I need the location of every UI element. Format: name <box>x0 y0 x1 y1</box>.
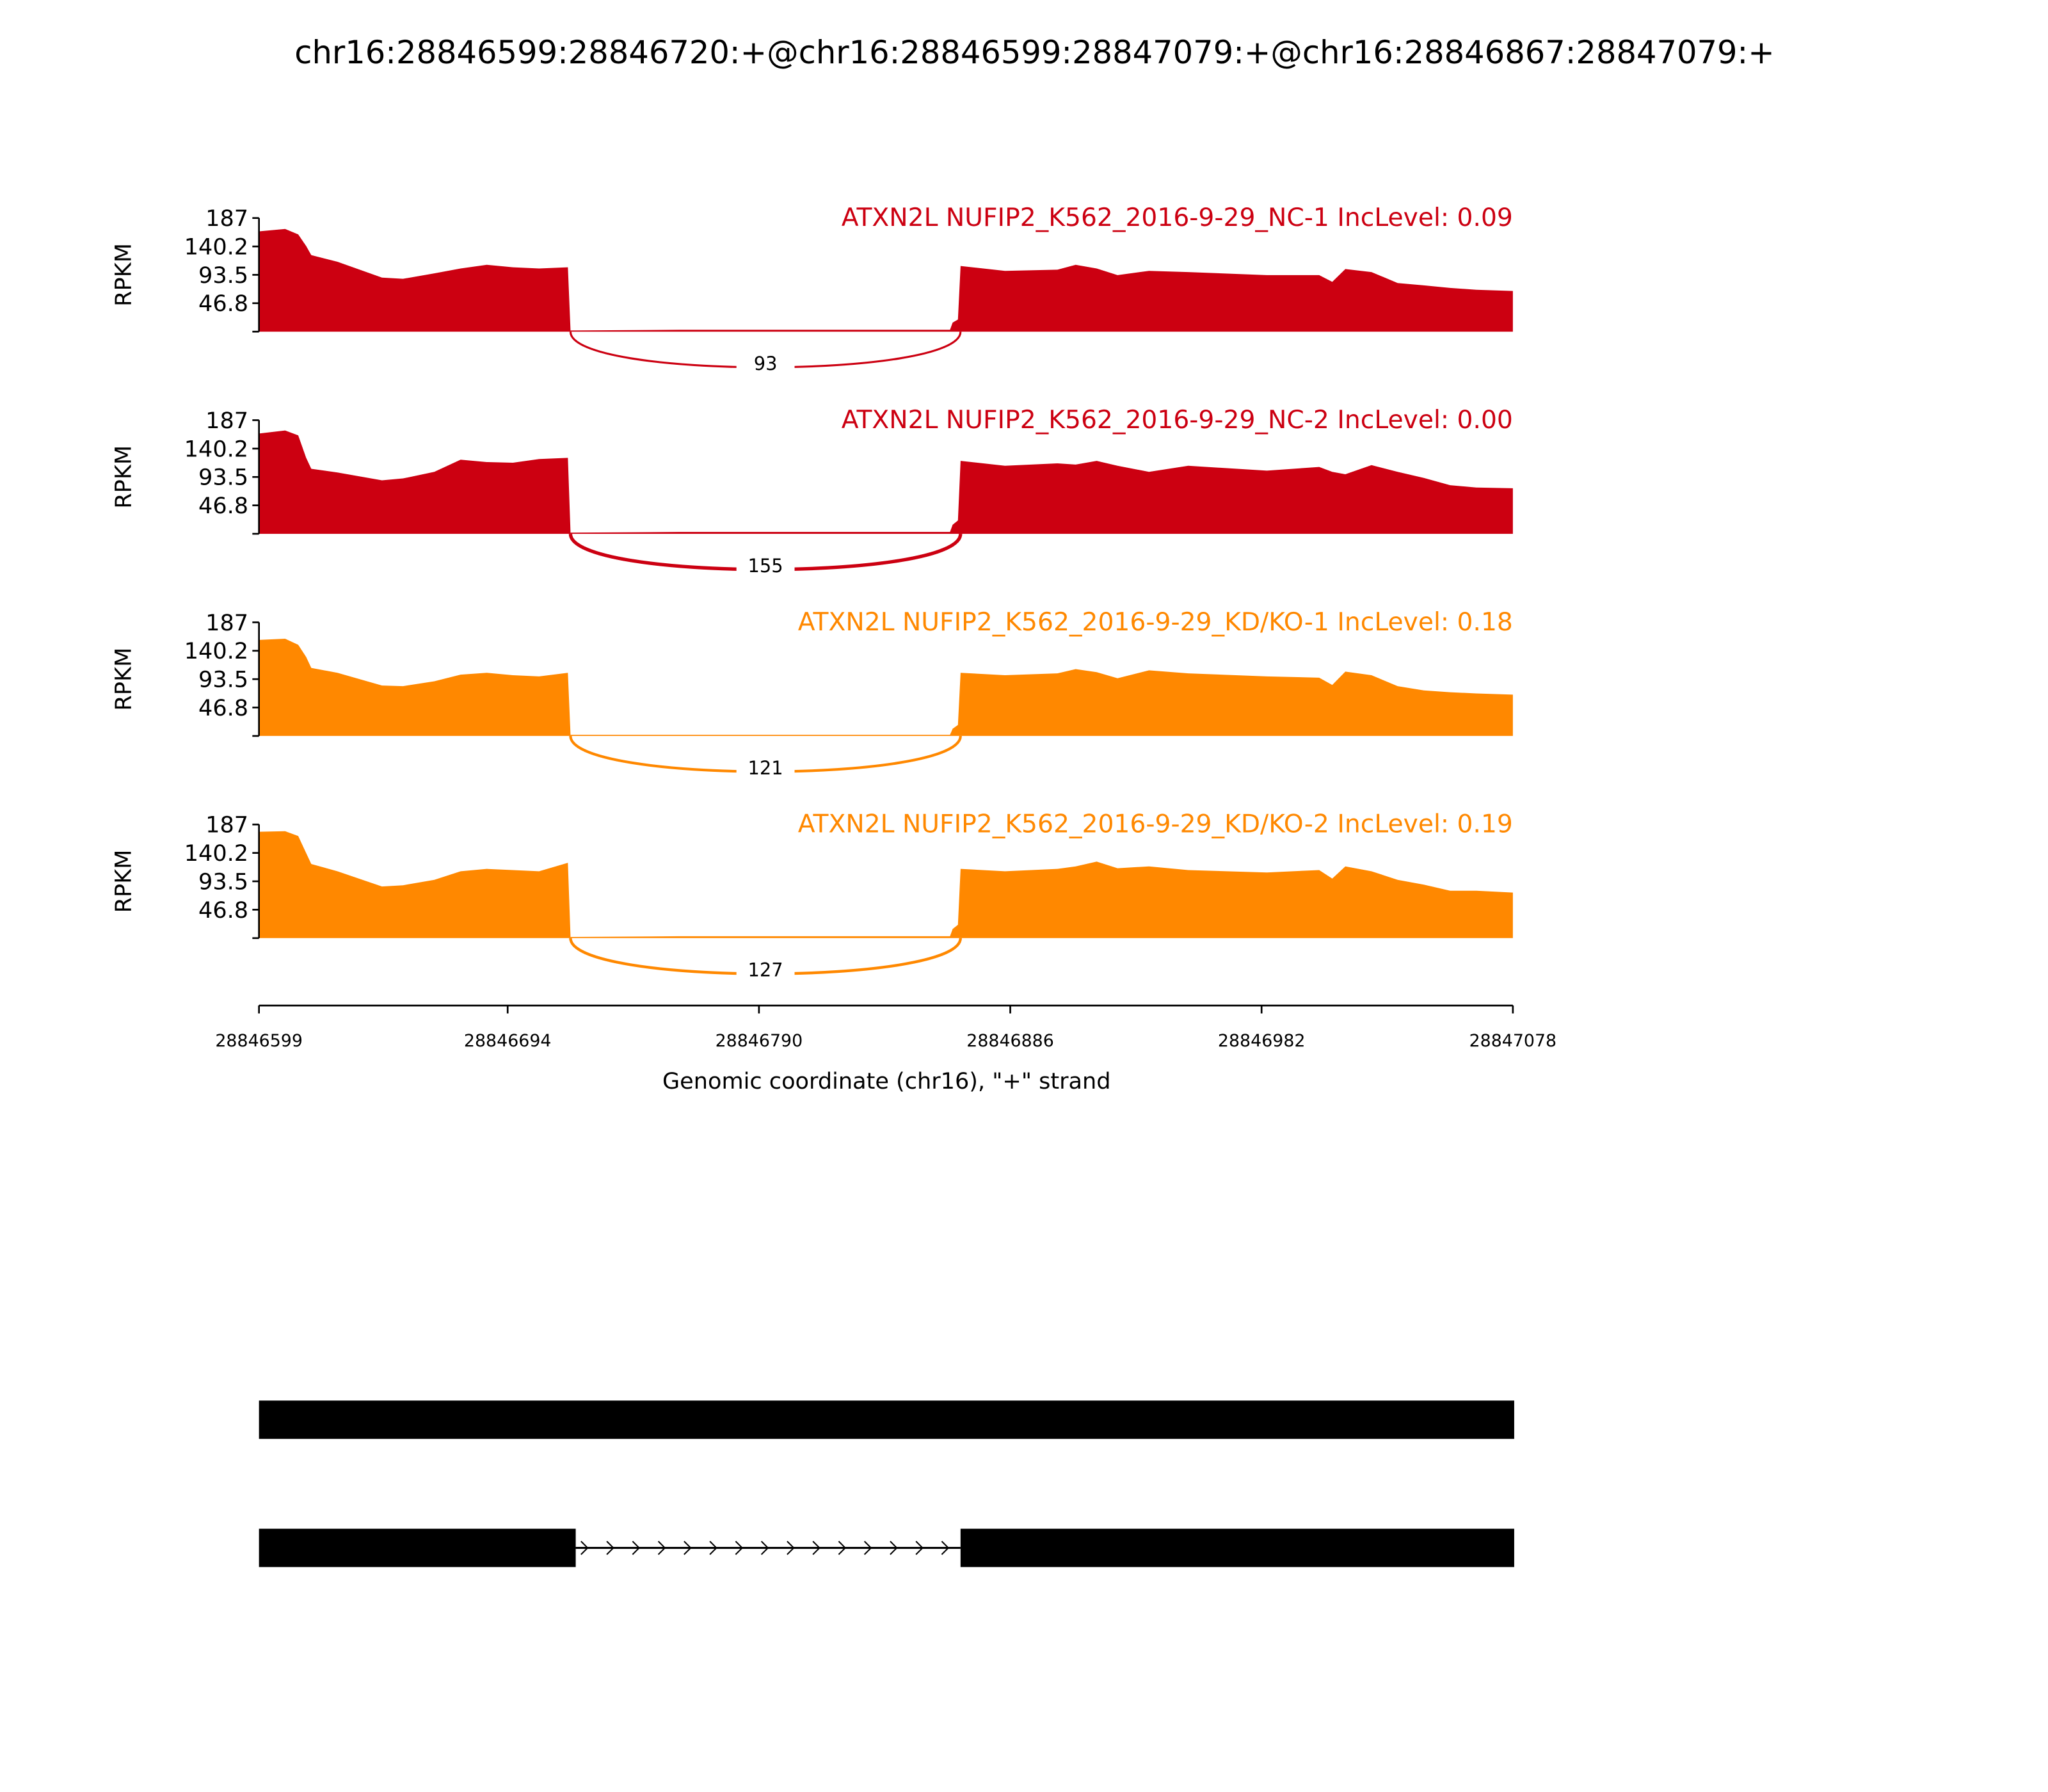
y-tick-label: 140.2 <box>184 234 248 260</box>
strand-arrow-icon <box>915 1540 924 1555</box>
strand-arrow-icon <box>580 1540 589 1555</box>
x-axis: 28846599 28846694 28846790 28846886 28846982… <box>215 1004 1557 1051</box>
y-tick-label: 46.8 <box>198 897 248 924</box>
x-tick-label: 28846886 <box>966 1031 1054 1051</box>
y-tick-label: 46.8 <box>198 695 248 721</box>
junction-label-bg <box>736 959 795 980</box>
junction-label-bg <box>736 555 795 577</box>
y-axis-label: RPKM <box>110 850 136 913</box>
y-tick-label: 93.5 <box>198 262 248 289</box>
gene-model <box>259 1528 1514 1567</box>
junction-label-bg <box>736 353 795 374</box>
x-tick-label: 28846982 <box>1218 1031 1306 1051</box>
y-axis-label: RPKM <box>110 243 136 307</box>
junction-label-bg <box>736 756 795 778</box>
sample-label: ATXN2L NUFIP2_K562_2016-9-29_NC-1 IncLev… <box>842 204 1513 232</box>
sample-label: ATXN2L NUFIP2_K562_2016-9-29_KD/KO-1 Inc… <box>798 608 1513 637</box>
y-tick-label: 93.5 <box>198 868 248 895</box>
y-axis-label: RPKM <box>110 648 136 711</box>
exon-block <box>960 1528 1514 1567</box>
coverage-area <box>259 430 1513 534</box>
y-tick-label: 140.2 <box>184 638 248 664</box>
coverage-area <box>259 831 1513 938</box>
junction-count: 121 <box>748 757 783 779</box>
strand-arrow-icon <box>812 1540 820 1555</box>
junction-count: 93 <box>754 353 778 374</box>
strand-arrow-icon <box>787 1540 795 1555</box>
x-tick-label: 28847078 <box>1469 1031 1557 1051</box>
y-tick-label: 46.8 <box>198 493 248 519</box>
x-axis-label: Genomic coordinate (chr16), "+" strand <box>662 1068 1111 1094</box>
coverage-area <box>259 638 1513 736</box>
y-tick-label: 93.5 <box>198 465 248 491</box>
strand-arrow-icon <box>606 1540 614 1555</box>
y-tick-label: 187 <box>205 610 248 636</box>
x-tick-label: 28846599 <box>215 1031 303 1051</box>
junction-count: 155 <box>748 555 783 577</box>
exon-block <box>259 1528 576 1567</box>
y-tick-label: 46.8 <box>198 291 248 317</box>
strand-arrow-icon <box>632 1540 641 1555</box>
strand-arrow-icon <box>657 1540 666 1555</box>
y-axis-label: RPKM <box>110 445 136 509</box>
gene-models <box>259 1400 1514 1567</box>
x-tick-label: 28846790 <box>716 1031 803 1051</box>
chart-title: chr16:28846599:28846720:+@chr16:28846599… <box>294 34 1774 71</box>
junction-count: 127 <box>748 959 783 981</box>
strand-arrow-icon <box>863 1540 872 1555</box>
y-tick-label: 187 <box>205 408 248 434</box>
strand-arrow-icon <box>735 1540 744 1555</box>
sample-label: ATXN2L NUFIP2_K562_2016-9-29_KD/KO-2 Inc… <box>798 810 1513 839</box>
y-tick-label: 93.5 <box>198 667 248 693</box>
y-tick-label: 187 <box>205 205 248 232</box>
strand-arrow-icon <box>890 1540 898 1555</box>
exon-block <box>259 1400 1514 1439</box>
strand-arrow-icon <box>838 1540 847 1555</box>
coverage-area <box>259 228 1513 332</box>
y-tick-label: 140.2 <box>184 840 248 867</box>
gene-model <box>259 1400 1514 1439</box>
strand-arrow-icon <box>760 1540 769 1555</box>
y-tick-label: 140.2 <box>184 436 248 462</box>
strand-arrow-icon <box>709 1540 717 1555</box>
sample-label: ATXN2L NUFIP2_K562_2016-9-29_NC-2 IncLev… <box>842 406 1513 435</box>
y-tick-label: 187 <box>205 812 248 838</box>
x-tick-label: 28846694 <box>464 1031 552 1051</box>
strand-arrow-icon <box>684 1540 692 1555</box>
strand-arrow-icon <box>941 1540 950 1555</box>
